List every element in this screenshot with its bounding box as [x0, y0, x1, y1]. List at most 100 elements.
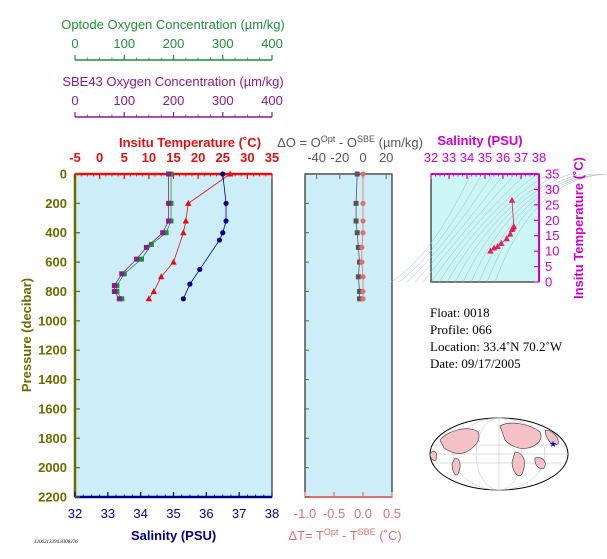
main-plot-area [74, 173, 273, 498]
ts-top-axis-tick-label: 36 [496, 150, 510, 165]
sbe43-axis-tick-label: 200 [163, 93, 185, 108]
sbe43-axis-tick-label: 100 [113, 93, 135, 108]
delta-o-label-part-1: Opt [321, 134, 336, 144]
delta-t-tick-label: -1.0 [294, 506, 316, 521]
data-point [360, 288, 366, 295]
pressure-tick-label: 1800 [38, 431, 67, 446]
ts-density-contour [430, 173, 527, 283]
delta-t-tick-label: -0.5 [323, 506, 345, 521]
delta-o-tick-label: -20 [330, 150, 349, 165]
data-point [359, 259, 365, 265]
ts-density-contour [406, 173, 494, 283]
series-line-3 [114, 174, 169, 300]
data-point [166, 200, 172, 206]
sbe43-axis-tick-label: 300 [212, 93, 234, 108]
data-point [160, 230, 166, 236]
data-point [354, 230, 360, 236]
data-point [116, 296, 122, 302]
ts-temperature-label: Insitu Temperature (˚C) [571, 157, 586, 299]
continents [429, 422, 559, 477]
ts-data-point [487, 247, 494, 254]
delta-panel: ΔO = OOpt - OSBE (µm/kg) -40 -20 0 20 -1.0-… [277, 134, 423, 543]
ts-data-point [503, 235, 510, 242]
data-point [223, 218, 229, 224]
temp-axis-tick-label: 10 [142, 150, 156, 165]
ts-right-tick-label: 15 [545, 228, 559, 243]
data-point [353, 200, 359, 206]
ts-data-point [508, 196, 516, 203]
data-point [355, 274, 361, 280]
data-point [220, 230, 226, 236]
temp-axis-tick-label: 5 [121, 150, 128, 165]
data-point [111, 288, 117, 294]
ts-density-contour [462, 173, 571, 283]
temp-axis-tick-label: 20 [191, 150, 205, 165]
ts-right-tick-label: 0 [545, 275, 552, 290]
sal-axis-tick-label: 32 [68, 506, 82, 521]
ts-density-contour [390, 173, 472, 283]
delta-t-label-part-1: Opt [324, 527, 339, 537]
ts-top-axis-tick-label: 33 [442, 150, 456, 165]
ts-right-tick-label: 20 [545, 213, 559, 228]
delta-o-axis-label: ΔO = OOpt - OSBE (µm/kg) [277, 134, 423, 150]
sbe43-axis: SBE43 Oxygen Concentration (µm/kg) 0 100 2… [62, 74, 284, 118]
delta-t-label-part-4: (˚C) [376, 528, 402, 543]
ts-density-contour [398, 173, 483, 283]
pressure-tick-label: 1400 [38, 372, 67, 387]
ts-top-axis-tick-label: 32 [424, 150, 438, 165]
sal-axis-tick-label: 35 [166, 506, 180, 521]
ts-top-axis-tick-label: 34 [460, 150, 474, 165]
ts-top-axis-tick-label: 35 [478, 150, 492, 165]
delta-o-tick-label: 20 [379, 150, 393, 165]
optode-axis: Optode Oxygen Concentration (µm/kg) 0 100… [61, 17, 285, 61]
data-point [134, 256, 140, 262]
pressure-tick-label: 2000 [38, 460, 67, 475]
ts-data-point [490, 244, 498, 251]
delta-o-tick-label: 0 [359, 150, 366, 165]
data-point [180, 229, 187, 236]
data-point [197, 266, 203, 273]
data-point [360, 230, 366, 236]
pressure-tick-label: 0 [60, 167, 67, 182]
delta-o-label-part-4: (µm/kg) [375, 135, 423, 150]
delta-o-label-part-3: SBE [357, 134, 375, 144]
ts-right-tick-label: 30 [545, 182, 559, 197]
pressure-tick-label: 600 [45, 255, 67, 270]
sbe43-axis-tick-label: 0 [71, 93, 78, 108]
data-point [148, 241, 154, 247]
ts-data-point [508, 226, 516, 233]
ts-data-point [498, 239, 505, 246]
temp-axis-tick-label: 30 [240, 150, 254, 165]
sal-axis-tick-label: 37 [232, 506, 246, 521]
sal-axis-tick-label: 38 [265, 506, 279, 521]
sbe43-axis-label: SBE43 Oxygen Concentration (µm/kg) [62, 74, 283, 89]
optode-axis-tick-label: 300 [212, 36, 234, 51]
profile-id: Profile: 066 [430, 322, 492, 337]
data-point [355, 244, 361, 250]
pressure-tick-label: 1000 [38, 313, 67, 328]
ts-density-contour [422, 173, 516, 283]
ts-density-contour [414, 173, 505, 283]
temp-axis-tick-label: -5 [69, 150, 81, 165]
series-line-1 [182, 173, 227, 299]
ts-right-tick-label: 5 [545, 259, 552, 274]
ts-density-contour [470, 173, 582, 283]
pressure-tick-label: 2200 [38, 490, 67, 505]
footer-id: 1206213394.8308276 [34, 540, 78, 545]
pressure-tick-label: 1200 [38, 343, 67, 358]
temp-axis-tick-label: 35 [265, 150, 279, 165]
ts-salinity-label: Salinity (PSU) [437, 133, 522, 148]
world-map: ★ [429, 417, 569, 491]
data-point [357, 288, 363, 294]
optode-axis-tick-label: 100 [113, 36, 135, 51]
data-point [360, 200, 366, 206]
data-point [138, 256, 144, 262]
float-id: Float: 0018 [430, 305, 490, 320]
data-point [216, 237, 223, 243]
sal-axis-tick-label: 34 [133, 506, 147, 521]
data-point [180, 296, 186, 302]
data-point [166, 171, 172, 177]
optode-axis-tick-label: 0 [71, 36, 78, 51]
delta-t-label-part-2: - T [338, 528, 357, 543]
ts-panel: Salinity (PSU) 32 33 34 35 36 37 38 0510152025… [390, 133, 607, 299]
